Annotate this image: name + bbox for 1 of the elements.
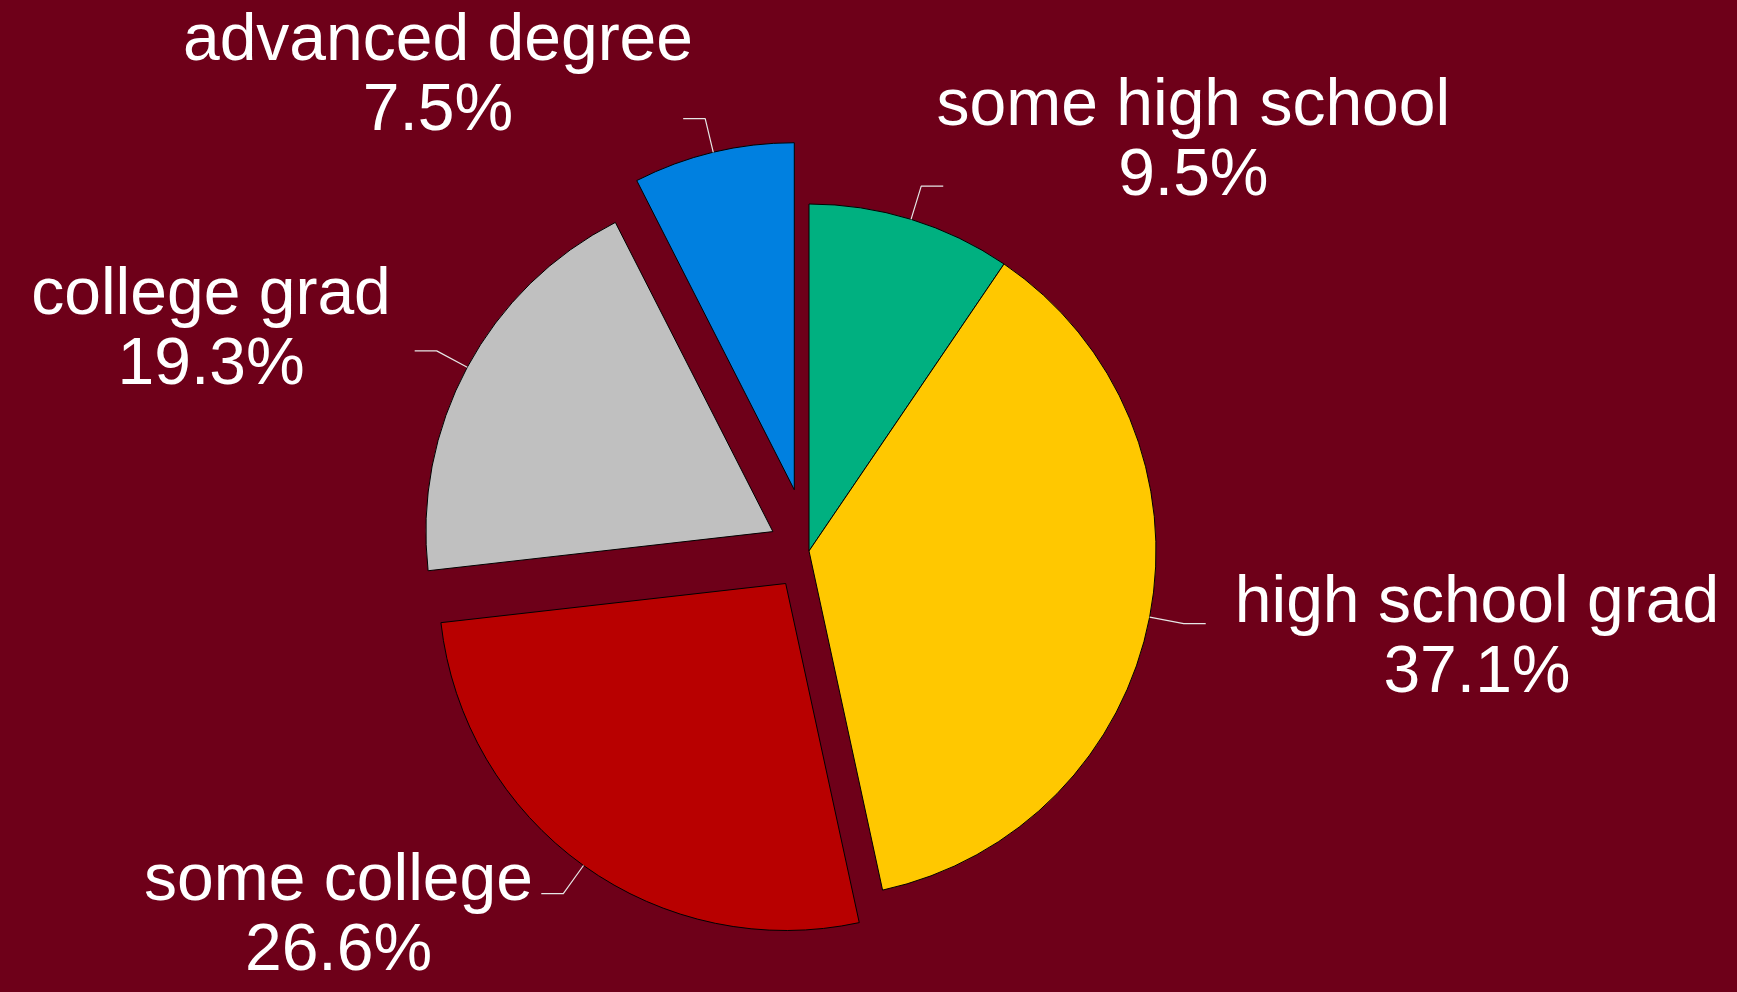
slice-label: college grad [31, 254, 391, 329]
